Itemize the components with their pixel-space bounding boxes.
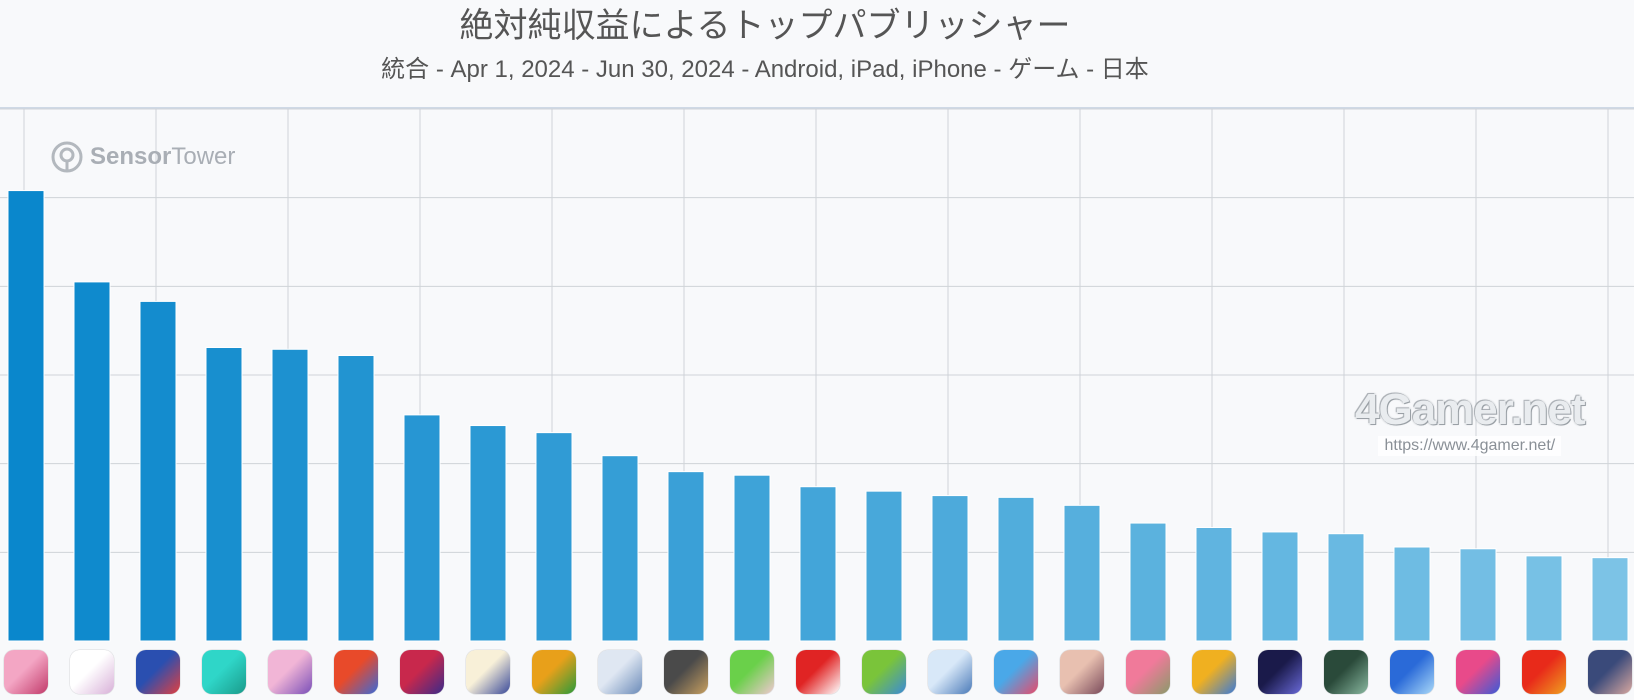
publisher-8-icon[interactable] xyxy=(466,650,510,694)
bar-chart xyxy=(0,108,1634,642)
publisher-23-icon[interactable] xyxy=(1456,650,1500,694)
publisher-25-icon[interactable] xyxy=(1588,650,1632,694)
bar-13[interactable] xyxy=(799,486,837,642)
bar-23[interactable] xyxy=(1459,548,1497,642)
fourgamer-name: 4Gamer.net xyxy=(1355,385,1586,434)
bar-25[interactable] xyxy=(1591,557,1629,642)
publisher-1-icon[interactable] xyxy=(4,650,48,694)
bar-22[interactable] xyxy=(1393,546,1431,642)
bar-14[interactable] xyxy=(865,490,903,642)
publisher-12-icon[interactable] xyxy=(730,650,774,694)
bar-18[interactable] xyxy=(1129,522,1167,642)
publisher-21-icon[interactable] xyxy=(1324,650,1368,694)
publisher-18-icon[interactable] xyxy=(1126,650,1170,694)
bar-9[interactable] xyxy=(535,432,573,642)
bar-5[interactable] xyxy=(271,348,309,642)
bar-7[interactable] xyxy=(403,414,441,642)
bar-12[interactable] xyxy=(733,474,771,642)
publisher-10-icon[interactable] xyxy=(598,650,642,694)
chart-title: 絶対純収益によるトップパブリッシャー xyxy=(459,6,1071,46)
publisher-5-icon[interactable] xyxy=(268,650,312,694)
bar-20[interactable] xyxy=(1261,531,1299,642)
bar-19[interactable] xyxy=(1195,527,1233,642)
fourgamer-url: https://www.4gamer.net/ xyxy=(1378,436,1562,456)
publisher-6-icon[interactable] xyxy=(334,650,378,694)
fourgamer-watermark: 4Gamer.net https://www.4gamer.net/ xyxy=(1355,385,1586,456)
publisher-4-icon[interactable] xyxy=(202,650,246,694)
header-divider xyxy=(0,107,1634,109)
publisher-2-icon[interactable] xyxy=(70,650,114,694)
publisher-9-icon[interactable] xyxy=(532,650,576,694)
bar-21[interactable] xyxy=(1327,533,1365,642)
bar-24[interactable] xyxy=(1525,555,1563,642)
publisher-19-icon[interactable] xyxy=(1192,650,1236,694)
bar-10[interactable] xyxy=(601,455,639,642)
publisher-13-icon[interactable] xyxy=(796,650,840,694)
sensor-tower-wordmark: SensorTower xyxy=(90,143,236,170)
bar-1[interactable] xyxy=(7,190,45,642)
publisher-11-icon[interactable] xyxy=(664,650,708,694)
chart-header: 絶対純収益によるトップパブリッシャー 統合 - Apr 1, 2024 - Ju… xyxy=(0,0,1634,107)
bar-8[interactable] xyxy=(469,425,507,642)
bar-2[interactable] xyxy=(73,281,111,642)
publisher-14-icon[interactable] xyxy=(862,650,906,694)
publisher-3-icon[interactable] xyxy=(136,650,180,694)
publisher-7-icon[interactable] xyxy=(400,650,444,694)
bar-16[interactable] xyxy=(997,496,1035,642)
chart-bars xyxy=(7,190,1629,642)
publisher-icon-row xyxy=(0,648,1634,700)
bar-3[interactable] xyxy=(139,300,177,642)
publisher-22-icon[interactable] xyxy=(1390,650,1434,694)
bar-17[interactable] xyxy=(1063,504,1101,642)
sensor-tower-logo-icon xyxy=(51,141,83,173)
bar-15[interactable] xyxy=(931,495,969,642)
publisher-24-icon[interactable] xyxy=(1522,650,1566,694)
publisher-20-icon[interactable] xyxy=(1258,650,1302,694)
bar-4[interactable] xyxy=(205,347,243,642)
publisher-17-icon[interactable] xyxy=(1060,650,1104,694)
publisher-15-icon[interactable] xyxy=(928,650,972,694)
publisher-16-icon[interactable] xyxy=(994,650,1038,694)
chart-subtitle: 統合 - Apr 1, 2024 - Jun 30, 2024 - Androi… xyxy=(381,56,1149,83)
sensor-tower-watermark: SensorTower xyxy=(50,140,235,174)
bar-6[interactable] xyxy=(337,354,375,642)
bar-11[interactable] xyxy=(667,471,705,642)
